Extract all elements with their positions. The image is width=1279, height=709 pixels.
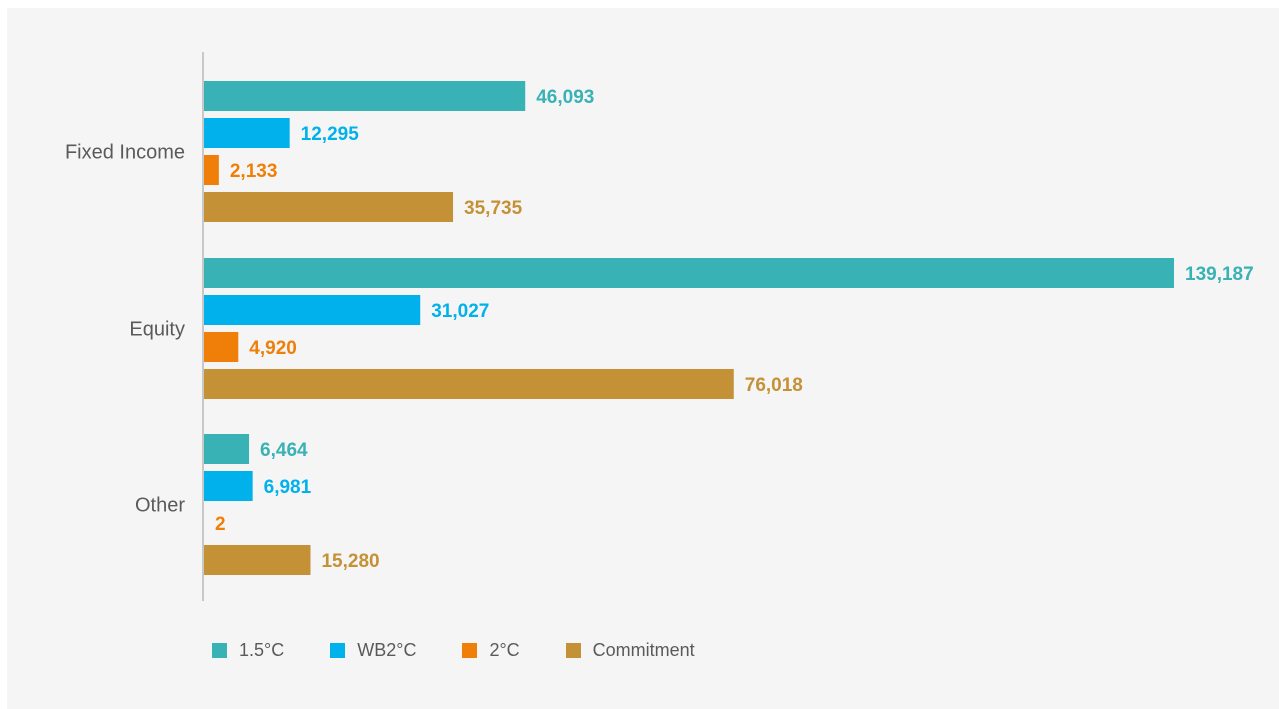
legend-label: 1.5°C [239,640,285,660]
legend-label: 2°C [489,640,520,660]
legend-item: 1.5°C [212,640,284,661]
legend-swatch [462,643,478,658]
data-label: 2 [215,514,226,535]
data-label: 139,187 [1185,264,1254,285]
bar [204,192,454,222]
category-label: Other [135,495,185,517]
data-label: 12,295 [301,124,360,145]
legend-label: WB2°C [357,640,417,660]
category-label: Equity [129,319,185,341]
data-label: 6,981 [264,477,312,498]
data-label: 4,920 [249,338,297,359]
bar [204,118,290,148]
data-label: 76,018 [745,375,803,396]
legend-swatch [565,643,581,658]
data-label: 15,280 [321,551,379,572]
bar [204,545,311,575]
chart-legend: 1.5°C WB2°C 2°C Commitment [212,640,695,661]
legend-item: WB2°C [330,640,416,661]
data-label: 46,093 [536,87,594,108]
bar [204,471,253,501]
legend-label: Commitment [592,640,695,660]
legend-swatch [212,643,227,658]
data-label: 6,464 [260,440,308,461]
category-label: Fixed Income [65,142,185,164]
bar [204,332,239,362]
bar [204,434,250,464]
bar-chart: Fixed Income 46,093 12,295 2,133 35,735 Equit… [65,52,1254,601]
chart-panel: Fixed Income 46,093 12,295 2,133 35,735 Equit… [7,8,1279,709]
data-label: 35,735 [464,198,523,219]
bar [204,295,421,325]
bar [204,369,734,399]
data-label: 31,027 [431,301,489,322]
legend-item: 2°C [462,640,520,661]
legend-item: Commitment [565,640,695,661]
data-label: 2,133 [230,161,278,182]
bar [204,155,219,185]
bar [204,81,526,111]
legend-swatch [330,643,346,658]
bar [204,258,1174,288]
